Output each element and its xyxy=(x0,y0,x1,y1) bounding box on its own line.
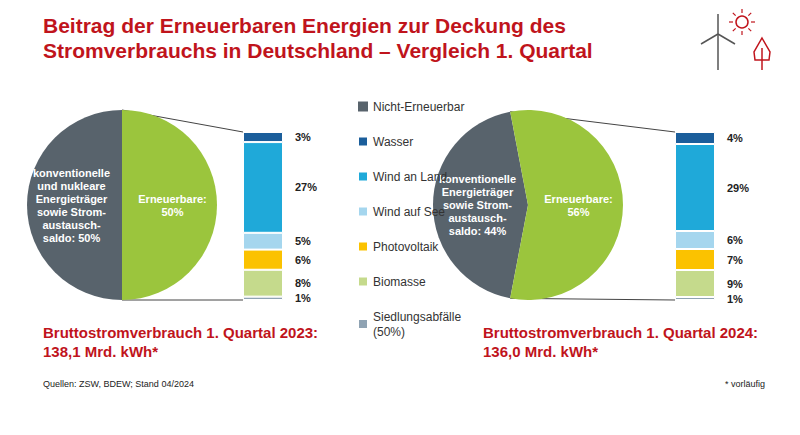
svg-text:saldo: 50%: saldo: 50% xyxy=(43,232,101,244)
svg-text:und nukleare: und nukleare xyxy=(37,180,105,192)
svg-text:29%: 29% xyxy=(727,182,749,194)
svg-text:Energieträger: Energieträger xyxy=(36,193,108,205)
svg-text:Biomasse: Biomasse xyxy=(373,275,426,289)
svg-text:1%: 1% xyxy=(727,293,743,305)
svg-text:5%: 5% xyxy=(295,235,311,247)
svg-text:7%: 7% xyxy=(727,254,743,266)
svg-text:Erneuerbare:: Erneuerbare: xyxy=(138,193,206,205)
svg-text:3%: 3% xyxy=(295,131,311,143)
svg-text:(50%): (50%) xyxy=(373,325,405,339)
svg-text:Energieträger: Energieträger xyxy=(442,186,514,198)
svg-text:6%: 6% xyxy=(727,234,743,246)
svg-text:saldo: 44%: saldo: 44% xyxy=(449,225,507,237)
svg-text:4%: 4% xyxy=(727,132,743,144)
svg-text:27%: 27% xyxy=(295,181,317,193)
svg-text:konventionelle: konventionelle xyxy=(439,173,516,185)
svg-text:Stromverbrauchs in Deutschland: Stromverbrauchs in Deutschland – Verglei… xyxy=(43,39,593,62)
svg-text:Wind an Land: Wind an Land xyxy=(373,170,447,184)
svg-text:Erneuerbare:: Erneuerbare: xyxy=(544,193,612,205)
svg-text:konventionelle: konventionelle xyxy=(33,167,110,179)
svg-text:Beitrag der Erneuerbaren Energ: Beitrag der Erneuerbaren Energien zur De… xyxy=(43,14,566,37)
svg-text:Quellen: ZSW, BDEW; Stand 04/2: Quellen: ZSW, BDEW; Stand 04/2024 xyxy=(43,379,194,389)
svg-text:8%: 8% xyxy=(295,277,311,289)
svg-text:Bruttostromverbrauch 1. Quarta: Bruttostromverbrauch 1. Quartal 2023: xyxy=(43,324,318,341)
svg-text:56%: 56% xyxy=(567,206,589,218)
svg-text:50%: 50% xyxy=(161,206,183,218)
svg-text:Wasser: Wasser xyxy=(373,135,413,149)
svg-text:6%: 6% xyxy=(295,254,311,266)
svg-text:Bruttostromverbrauch 1. Quarta: Bruttostromverbrauch 1. Quartal 2024: xyxy=(483,324,758,341)
svg-text:austausch-: austausch- xyxy=(448,212,506,224)
svg-text:Wind auf See: Wind auf See xyxy=(373,205,445,219)
svg-text:Siedlungsabfälle: Siedlungsabfälle xyxy=(373,310,464,324)
svg-text:sowie Strom-: sowie Strom- xyxy=(37,206,106,218)
svg-text:* vorläufig: * vorläufig xyxy=(725,379,765,389)
svg-text:sowie Strom-: sowie Strom- xyxy=(443,199,512,211)
svg-text:9%: 9% xyxy=(727,278,743,290)
svg-text:1%: 1% xyxy=(295,292,311,304)
svg-text:138,1 Mrd. kWh*: 138,1 Mrd. kWh* xyxy=(43,343,158,360)
svg-text:austausch-: austausch- xyxy=(42,219,100,231)
svg-text:Nicht-Erneuerbar: Nicht-Erneuerbar xyxy=(373,100,464,114)
svg-text:136,0 Mrd. kWh*: 136,0 Mrd. kWh* xyxy=(483,343,598,360)
svg-text:Photovoltaik: Photovoltaik xyxy=(373,240,439,254)
